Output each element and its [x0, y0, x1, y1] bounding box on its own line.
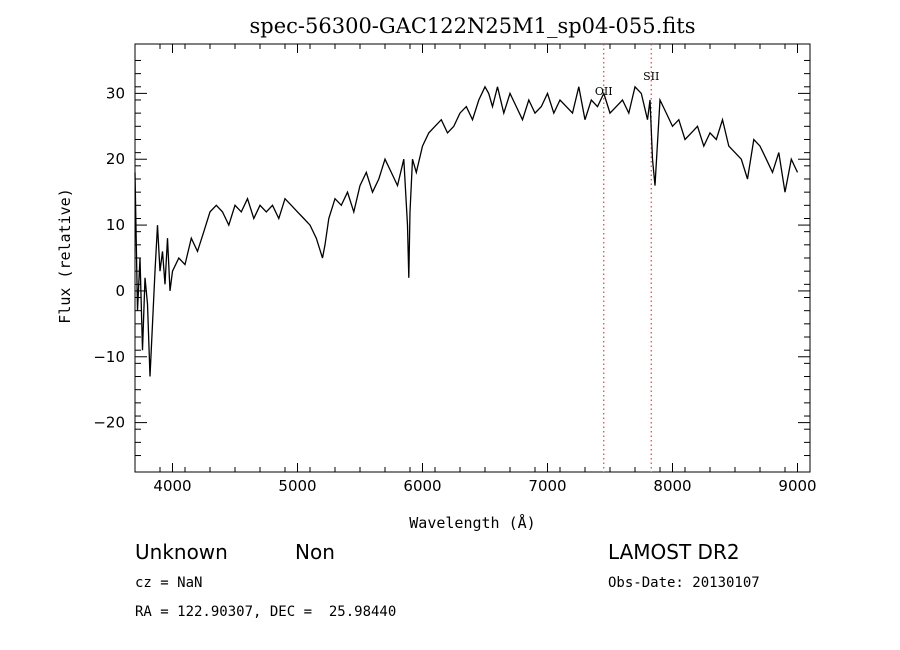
x-axis-label: Wavelength (Å)	[409, 513, 535, 532]
redshift-text: cz = NaN	[135, 575, 203, 591]
x-tick-label: 8000	[653, 477, 691, 495]
y-tick-label: −20	[93, 414, 125, 432]
y-axis-label: Flux (relative)	[56, 188, 74, 323]
y-tick-label: 30	[106, 84, 125, 102]
x-tick-label: 7000	[528, 477, 566, 495]
x-tick-label: 6000	[403, 477, 441, 495]
line-marker-label: OII	[595, 85, 613, 98]
chart-title: spec-56300-GAC122N25M1_sp04-055.fits	[250, 14, 696, 38]
y-tick-label: 20	[106, 150, 125, 168]
x-tick-label: 4000	[153, 477, 191, 495]
coordinates-text: RA = 122.90307, DEC = 25.98440	[135, 604, 397, 620]
x-tick-label: 9000	[778, 477, 816, 495]
object-subclass-label: Non	[295, 540, 335, 564]
object-class-label: Unknown	[135, 540, 228, 564]
spectrum-line	[134, 85, 799, 377]
x-tick-label: 5000	[278, 477, 316, 495]
y-tick-label: 0	[115, 282, 125, 300]
plot-frame	[134, 43, 811, 473]
y-tick-label: 10	[106, 216, 125, 234]
survey-label: LAMOST DR2	[608, 540, 740, 564]
y-tick-label: −10	[93, 348, 125, 366]
line-marker-label: SII	[643, 70, 659, 83]
obs-date-text: Obs-Date: 20130107	[608, 575, 760, 591]
